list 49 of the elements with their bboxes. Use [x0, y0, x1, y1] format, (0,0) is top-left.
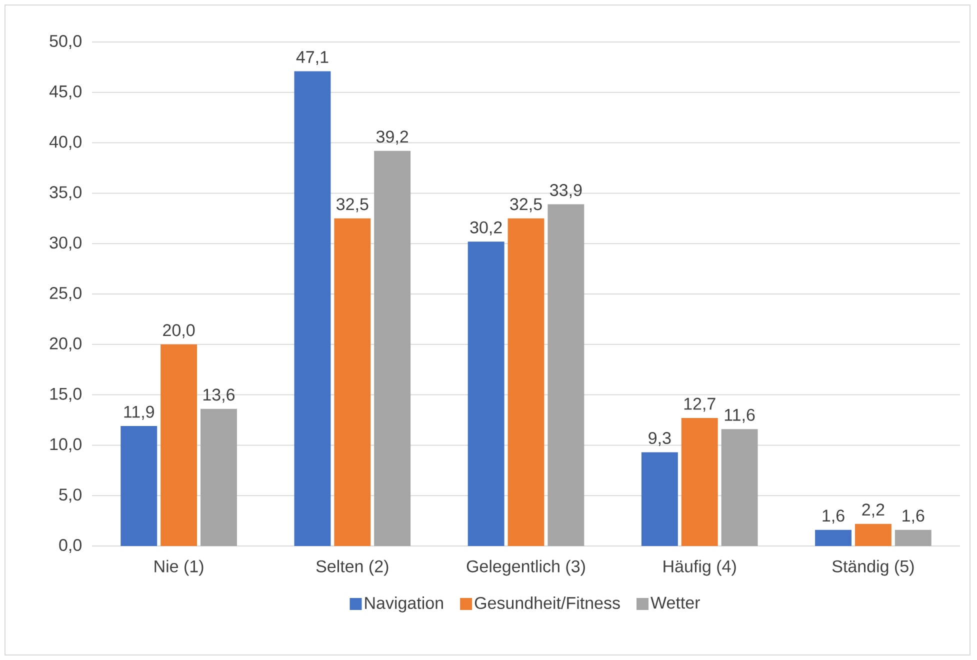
data-label: 9,3 [648, 432, 671, 446]
bar [468, 242, 504, 546]
bar [854, 524, 892, 546]
x-tick-label: Häufig (4) [664, 560, 736, 576]
x-tick-label: Ständig (5) [832, 560, 914, 576]
bar [815, 530, 852, 546]
x-tick-label: Gelegentlich (3) [466, 560, 585, 576]
y-tick-label: 0,0 [59, 538, 82, 554]
data-label: 2,2 [862, 504, 884, 518]
legend-label: Gesundheit/Fitness [474, 596, 620, 610]
x-tick-label: Nie (1) [154, 560, 204, 576]
y-tick-label: 20,0 [50, 337, 82, 352]
bar [200, 408, 237, 546]
bar [374, 150, 411, 546]
bar [894, 530, 932, 546]
bar [548, 204, 584, 546]
y-tick-label: 10,0 [50, 438, 82, 452]
bar [721, 429, 758, 546]
y-tick-label: 30,0 [50, 236, 82, 251]
data-label: 11,9 [124, 406, 154, 420]
data-label: 20,0 [163, 324, 195, 338]
data-label: 30,2 [470, 221, 502, 236]
y-tick-label: 40,0 [49, 136, 82, 150]
data-label: 1,6 [822, 510, 844, 524]
y-tick-label: 35,0 [50, 186, 82, 200]
bar [681, 418, 718, 546]
y-tick-label: 50,0 [50, 34, 82, 50]
data-label: 47,1 [296, 51, 328, 66]
y-tick-label: 15,0 [50, 388, 82, 402]
data-label: 32,5 [336, 198, 368, 212]
y-tick-label: 45,0 [49, 85, 82, 100]
bar [334, 218, 371, 546]
legend-label: Navigation [365, 596, 443, 612]
bar [294, 71, 331, 546]
x-tick-label: Selten (2) [316, 560, 388, 576]
legend-label: Wetter [650, 596, 700, 609]
bar [508, 218, 544, 546]
bar [641, 452, 678, 546]
data-label: 13,6 [203, 388, 235, 403]
bar [120, 426, 158, 546]
data-label: 11,6 [724, 408, 755, 423]
data-label: 32,5 [510, 198, 542, 212]
data-label: 12,7 [684, 398, 716, 412]
y-tick-label: 25,0 [50, 286, 82, 302]
data-label: 33,9 [550, 184, 582, 198]
data-label: 39,2 [376, 130, 408, 145]
bar [160, 344, 198, 546]
y-tick-label: 5,0 [59, 488, 82, 503]
data-label: 1,6 [902, 510, 924, 524]
